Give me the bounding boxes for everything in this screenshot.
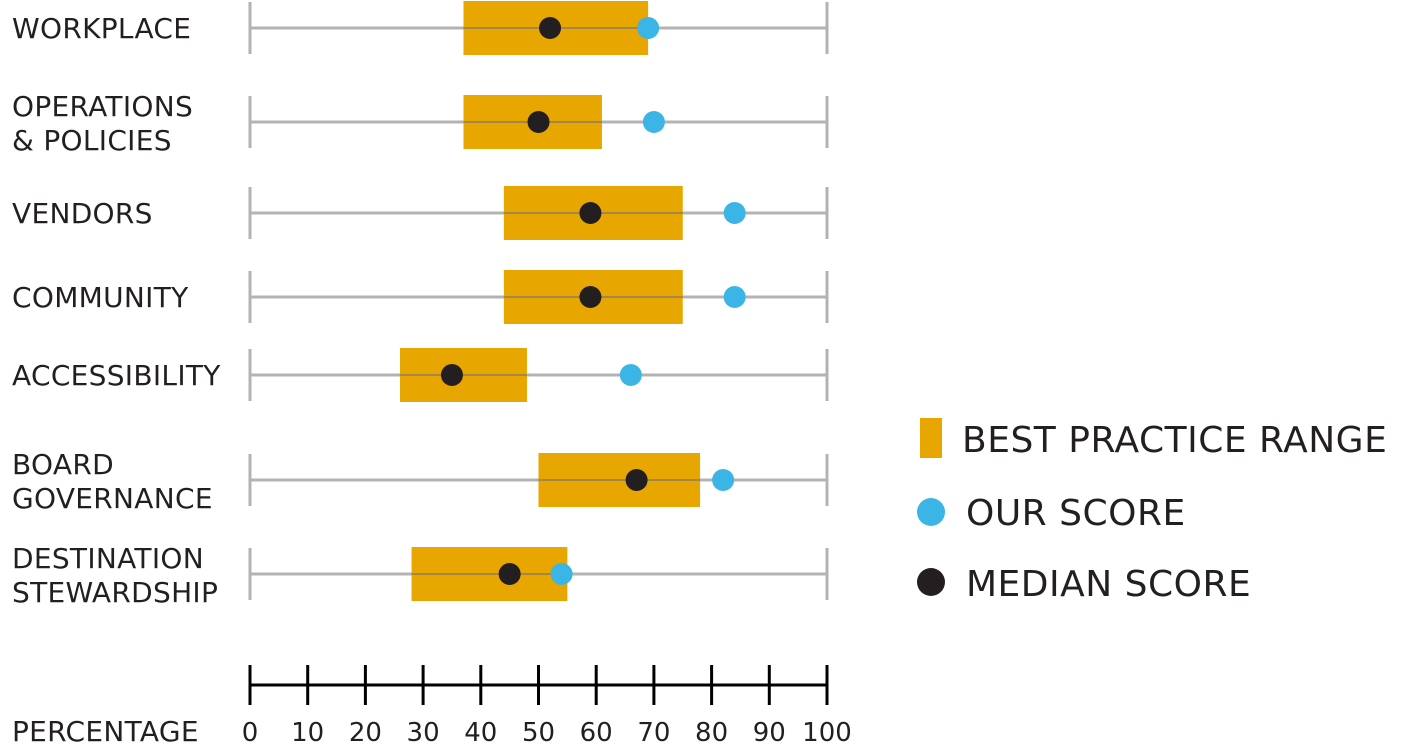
x-tick-label: 20 [349, 718, 382, 747]
x-tick-label: 50 [522, 718, 555, 747]
median-score-dot [440, 364, 463, 386]
our-score-dot [723, 202, 746, 224]
category-label: DESTINATION [12, 542, 204, 575]
legend: BEST PRACTICE RANGE OUR SCORE MEDIAN SCO… [917, 418, 1387, 605]
legend-range-label: BEST PRACTICE RANGE [962, 420, 1387, 461]
legend-median-score-swatch [917, 568, 945, 596]
chart-row: OPERATIONS& POLICIES [12, 90, 829, 157]
legend-range-swatch [920, 418, 942, 458]
median-score-dot [625, 469, 648, 491]
x-tick-label: 100 [802, 718, 852, 747]
chart-row: VENDORS [12, 186, 829, 240]
chart-row: ACCESSIBILITY [12, 348, 829, 402]
chart-rows: WORKPLACE OPERATIONS& POLICIES VENDORS COMM… [12, 1, 829, 609]
legend-median-score-label: MEDIAN SCORE [966, 564, 1251, 605]
x-axis-title: PERCENTAGE [12, 715, 199, 747]
x-tick-label: 10 [291, 718, 324, 747]
x-tick-label: 90 [753, 718, 786, 747]
category-label: VENDORS [12, 197, 153, 230]
our-score-dot [642, 111, 665, 133]
x-tick-label: 70 [637, 718, 670, 747]
our-score-dot [619, 364, 642, 386]
category-label: & POLICIES [12, 124, 172, 157]
our-score-dot [712, 469, 735, 491]
x-tick-label: 60 [580, 718, 613, 747]
x-tick-label: 80 [695, 718, 728, 747]
x-axis: 0 10 20 30 40 50 60 70 80 90 100 [242, 665, 852, 747]
median-score-dot [498, 563, 521, 585]
category-label: WORKPLACE [12, 12, 191, 45]
our-score-dot [637, 17, 660, 39]
x-tick-label: 0 [242, 718, 259, 747]
median-score-dot [527, 111, 550, 133]
chart-row: COMMUNITY [12, 270, 829, 324]
our-score-dot [550, 563, 573, 585]
x-tick-label: 30 [407, 718, 440, 747]
our-score-dot [723, 286, 746, 308]
category-label: COMMUNITY [12, 281, 189, 314]
category-label: GOVERNANCE [12, 482, 213, 515]
category-label: STEWARDSHIP [12, 576, 218, 609]
category-label: BOARD [12, 448, 114, 481]
legend-our-score-label: OUR SCORE [966, 493, 1186, 534]
chart-row: WORKPLACE [12, 1, 829, 55]
legend-our-score-swatch [917, 498, 945, 526]
median-score-dot [579, 286, 602, 308]
median-score-dot [539, 17, 562, 39]
category-label: ACCESSIBILITY [12, 359, 221, 392]
x-tick-label: 40 [464, 718, 497, 747]
median-score-dot [579, 202, 602, 224]
category-label: OPERATIONS [12, 90, 193, 123]
